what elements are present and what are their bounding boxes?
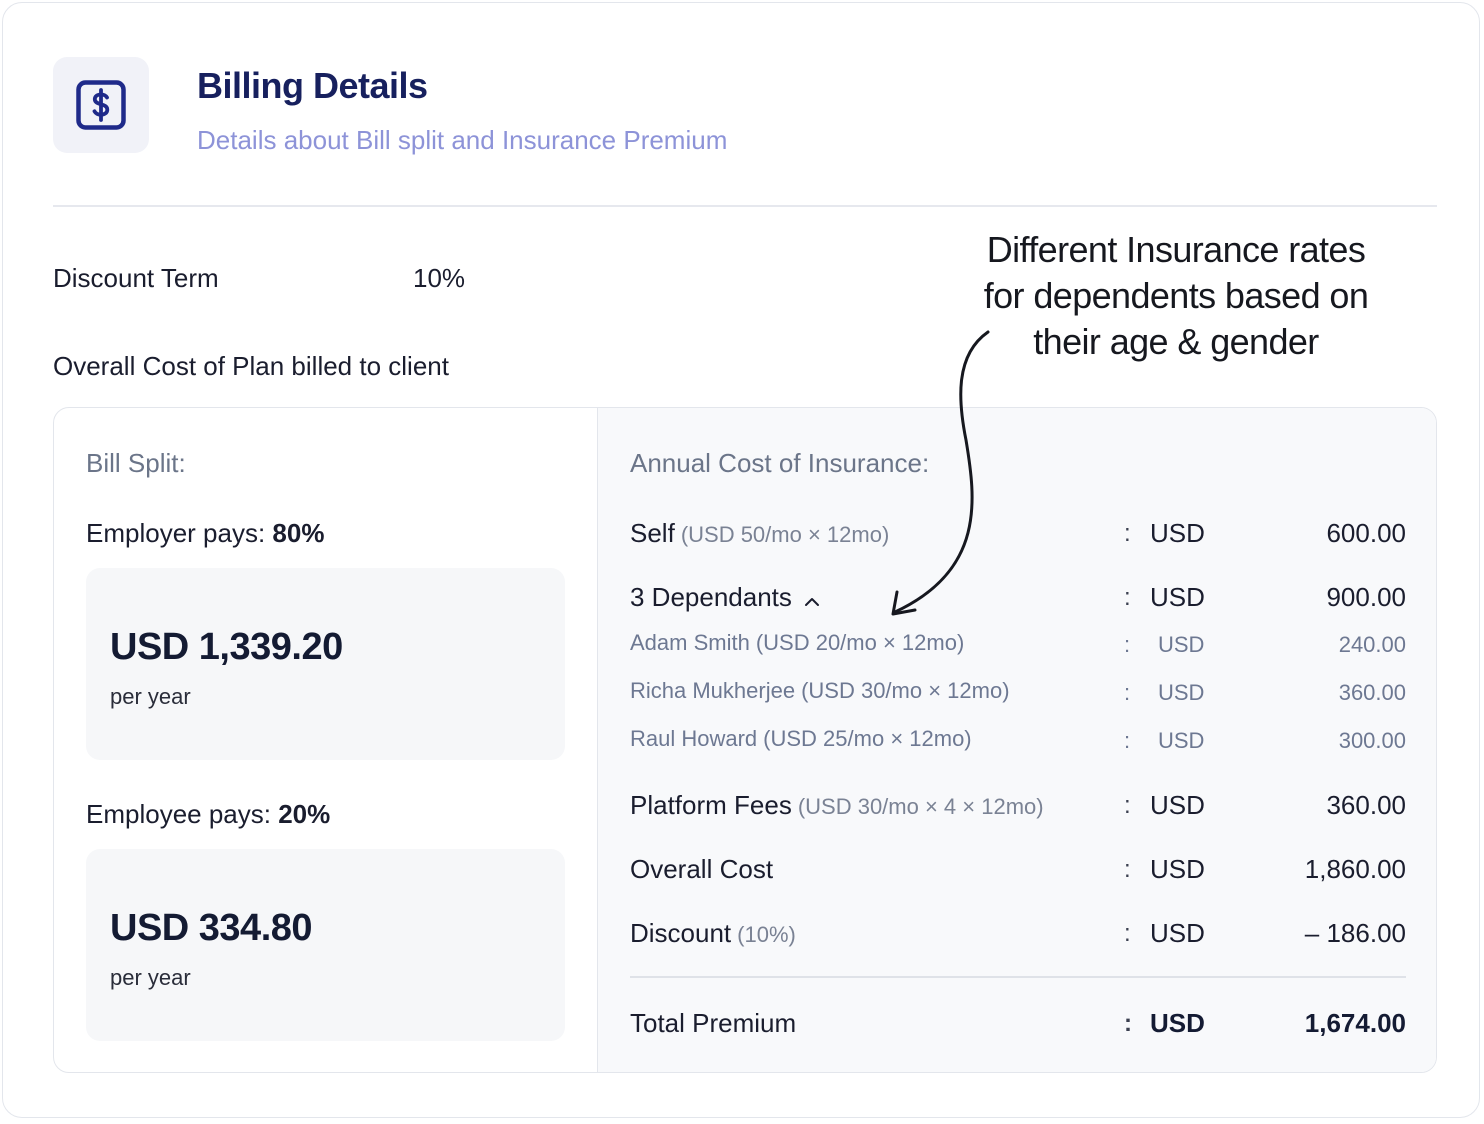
dollar-square-icon <box>76 80 126 130</box>
row-colon: : <box>1124 792 1131 819</box>
bill-split-heading: Bill Split: <box>86 448 186 478</box>
row-label: Adam Smith <box>630 630 750 655</box>
row-currency: USD <box>1158 632 1205 657</box>
dependant-row: Richa Mukherjee (USD 30/mo × 12mo) : USD … <box>630 678 1406 718</box>
row-label: 3 Dependants <box>630 582 792 612</box>
row-value: – 186.00 <box>1304 918 1406 948</box>
total-premium-row: Total Premium : USD 1,674.00 <box>630 1008 1406 1048</box>
dependants-row[interactable]: 3 Dependants : USD 900.00 <box>630 582 1406 622</box>
annual-cost-section: Annual Cost of Insurance: Self (USD 50/mo… <box>597 408 1436 1072</box>
employer-pays-label: Employer pays: <box>86 518 266 548</box>
row-label: Overall Cost <box>630 854 774 884</box>
row-colon: : <box>1124 728 1131 753</box>
chevron-up-icon[interactable] <box>804 584 820 615</box>
page-title: Billing Details <box>197 65 428 106</box>
employee-pays-label: Employee pays: <box>86 799 271 829</box>
row-label: Discount <box>630 918 732 948</box>
overall-cost-row: Overall Cost : USD 1,860.00 <box>630 854 1406 894</box>
employee-amount: USD 334.80 <box>110 907 313 949</box>
row-currency: USD <box>1158 680 1205 705</box>
row-colon: : <box>1124 856 1131 883</box>
row-value: 360.00 <box>1326 790 1406 820</box>
total-divider <box>630 976 1406 978</box>
employee-pays-percent: 20% <box>278 799 331 829</box>
page-subtitle: Details about Bill split and Insurance P… <box>197 125 728 155</box>
annual-cost-heading: Annual Cost of Insurance: <box>630 448 930 478</box>
employee-pays-line: Employee pays: 20% <box>86 799 330 830</box>
row-currency: USD <box>1150 582 1205 612</box>
billing-icon-tile <box>53 57 149 153</box>
discount-row: Discount (10%) : USD – 186.00 <box>630 918 1406 958</box>
header-divider <box>53 205 1437 207</box>
row-note: (USD 50/mo × 12mo) <box>680 522 890 547</box>
row-colon: : <box>1124 1010 1132 1037</box>
row-label: Self <box>630 518 675 548</box>
employer-period: per year <box>110 684 191 709</box>
row-currency: USD <box>1150 854 1205 884</box>
row-colon: : <box>1124 680 1131 705</box>
row-note: (10%) <box>737 922 796 947</box>
row-label: Platform Fees <box>630 790 792 820</box>
overall-cost-label: Overall Cost of Plan billed to client <box>53 351 449 381</box>
row-currency: USD <box>1150 918 1205 948</box>
employer-amount: USD 1,339.20 <box>110 626 343 668</box>
row-value: 600.00 <box>1326 518 1406 548</box>
employer-amount-box: USD 1,339.20 per year <box>86 568 565 760</box>
discount-term-label: Discount Term <box>53 263 219 293</box>
row-value: 300.00 <box>1338 728 1406 753</box>
discount-term-value: 10% <box>413 263 466 293</box>
row-value: 240.00 <box>1338 632 1406 657</box>
row-note: (USD 30/mo × 4 × 12mo) <box>797 794 1044 819</box>
employee-period: per year <box>110 965 191 990</box>
row-label: Richa Mukherjee <box>630 678 796 703</box>
annotation-line: Different Insurance rates <box>986 229 1366 270</box>
annotation-line: their age & gender <box>1033 321 1319 362</box>
row-note: (USD 25/mo × 12mo) <box>763 726 972 751</box>
row-colon: : <box>1124 920 1131 947</box>
employer-pays-line: Employer pays: 80% <box>86 518 324 549</box>
dependant-row: Adam Smith (USD 20/mo × 12mo) : USD 240.0… <box>630 630 1406 670</box>
row-colon: : <box>1124 632 1131 657</box>
annotation-line: for dependents based on <box>983 275 1369 316</box>
dependant-row: Raul Howard (USD 25/mo × 12mo) : USD 300.… <box>630 726 1406 766</box>
row-note: (USD 20/mo × 12mo) <box>755 630 965 655</box>
row-colon: : <box>1124 520 1131 547</box>
row-note: (USD 30/mo × 12mo) <box>801 678 1010 703</box>
employee-amount-box: USD 334.80 per year <box>86 849 565 1041</box>
row-currency: USD <box>1150 1008 1205 1038</box>
employer-pays-percent: 80% <box>272 518 325 548</box>
platform-fees-row: Platform Fees (USD 30/mo × 4 × 12mo) : US… <box>630 790 1406 830</box>
row-label: Raul Howard <box>630 726 758 751</box>
row-value: 900.00 <box>1326 582 1406 612</box>
row-label: Total Premium <box>630 1008 797 1038</box>
self-row: Self (USD 50/mo × 12mo) : USD 600.00 <box>630 518 1406 558</box>
row-currency: USD <box>1150 518 1205 548</box>
row-value: 1,674.00 <box>1304 1008 1406 1038</box>
row-currency: USD <box>1158 728 1205 753</box>
row-value: 1,860.00 <box>1304 854 1406 884</box>
annotation-note: Different Insurance rates for dependents… <box>943 227 1409 365</box>
row-colon: : <box>1124 584 1131 611</box>
cost-panel: Bill Split: Employer pays: 80% USD 1,339… <box>53 407 1437 1073</box>
row-currency: USD <box>1150 790 1205 820</box>
row-value: 360.00 <box>1338 680 1406 705</box>
